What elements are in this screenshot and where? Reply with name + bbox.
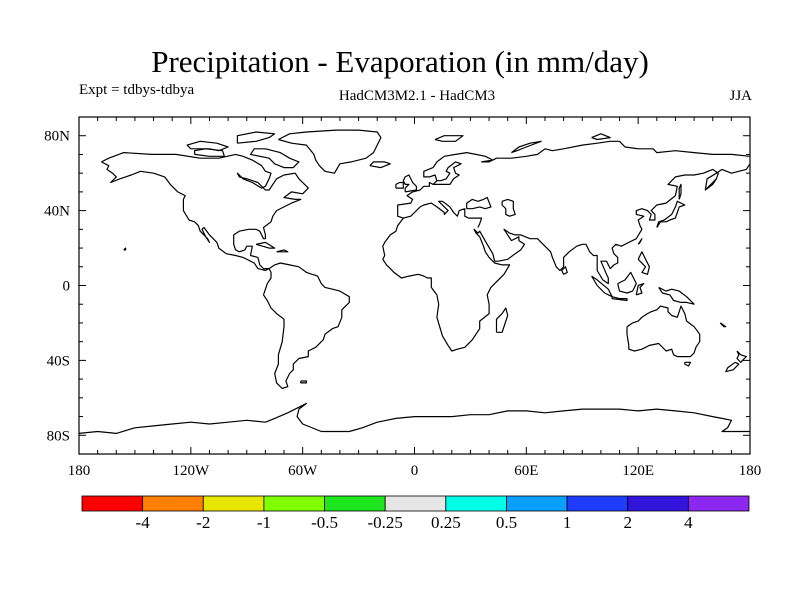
new-caledonia xyxy=(719,322,727,328)
colorbar-label: -4 xyxy=(136,513,151,532)
colorbar xyxy=(81,495,750,512)
colorbar-label: -1 xyxy=(257,513,271,532)
colorbar-swatch xyxy=(81,495,144,512)
arctic-islands-2 xyxy=(236,131,276,144)
lon-label: 60W xyxy=(288,463,318,479)
australia-coast xyxy=(626,305,701,358)
lat-label: 80N xyxy=(44,129,70,145)
great-britain xyxy=(402,174,417,193)
lon-label: 60E xyxy=(514,463,538,479)
colorbar-label: 0.5 xyxy=(496,513,517,532)
colorbar-labels: -4 -2 -1 -0.5 -0.25 0.25 0.5 1 2 4 xyxy=(136,513,694,532)
tasmania xyxy=(684,361,691,367)
hawaii xyxy=(123,247,127,251)
season-label: JJA xyxy=(729,88,752,104)
new-zealand-south xyxy=(725,361,740,373)
sri-lanka xyxy=(561,266,568,275)
lat-label: 40S xyxy=(47,353,70,369)
colorbar-swatch xyxy=(506,495,568,512)
colorbar-swatch xyxy=(202,495,265,512)
hispaniola xyxy=(276,249,289,253)
borneo xyxy=(617,271,637,294)
antarctica-coast xyxy=(78,402,750,434)
colorbar-swatch xyxy=(445,495,507,512)
novaya-zemlya xyxy=(511,140,542,154)
lat-label: 40N xyxy=(44,204,70,220)
sulawesi xyxy=(635,283,645,296)
kamchatka-tip xyxy=(704,178,717,191)
cuba xyxy=(255,241,276,249)
severnaya-zemlya xyxy=(591,133,611,141)
afro-eurasia-coast xyxy=(382,163,751,352)
taiwan-philippines xyxy=(637,238,643,245)
lon-label: 180 xyxy=(739,463,762,479)
new-zealand xyxy=(736,350,747,363)
model-comparison-label: HadCM3M2.1 - HadCM3 xyxy=(338,88,496,104)
colorbar-label: -0.5 xyxy=(311,513,338,532)
north-america-coast xyxy=(101,152,309,272)
victoria-island xyxy=(194,148,225,157)
colorbar-label: 0.25 xyxy=(431,513,461,532)
latitude-labels: 80N 40N 0 40S 80S xyxy=(44,129,70,445)
colorbar-swatch xyxy=(627,495,689,512)
colorbar-label: -0.25 xyxy=(367,513,402,532)
colorbar-label: 2 xyxy=(623,513,632,532)
coastlines xyxy=(78,129,751,434)
java xyxy=(611,296,628,302)
lon-label: 120E xyxy=(622,463,654,479)
iceland xyxy=(369,161,391,169)
philippines xyxy=(637,251,650,275)
falklands xyxy=(300,380,307,384)
baffin-island xyxy=(249,148,300,169)
svalbard xyxy=(434,135,464,142)
colorbar-swatch xyxy=(142,495,204,512)
new-guinea xyxy=(658,286,695,305)
japan xyxy=(656,200,686,228)
colorbar-label: -2 xyxy=(196,513,210,532)
colorbar-swatch xyxy=(263,495,325,512)
experiment-label: Expt = tdbys-tdbya xyxy=(79,82,195,98)
colorbar-swatch xyxy=(324,495,386,512)
longitude-labels: 180 120W 60W 0 60E 120E 180 xyxy=(68,463,762,479)
lon-label: 180 xyxy=(68,463,91,479)
sakhalin xyxy=(678,183,682,200)
colorbar-swatch xyxy=(566,495,629,512)
madagascar xyxy=(495,307,509,333)
map-title: Precipitation - Evaporation (in mm/day) xyxy=(151,44,649,79)
map-frame xyxy=(78,116,751,455)
ireland xyxy=(395,181,404,189)
south-america-coast xyxy=(262,262,350,390)
lon-label: 120W xyxy=(172,463,210,479)
lat-label: 0 xyxy=(63,279,71,295)
colorbar-label: 4 xyxy=(684,513,693,532)
lat-label: 80S xyxy=(47,428,70,444)
colorbar-label: 1 xyxy=(563,513,572,532)
axis-ticks xyxy=(78,116,751,455)
greenland-coast xyxy=(278,129,382,174)
lon-label: 0 xyxy=(411,463,419,479)
colorbar-swatch xyxy=(687,495,750,512)
colorbar-swatch xyxy=(384,495,447,512)
caspian-sea xyxy=(501,198,516,217)
black-caspian xyxy=(466,196,492,210)
scandinavia-baltic xyxy=(433,161,462,185)
